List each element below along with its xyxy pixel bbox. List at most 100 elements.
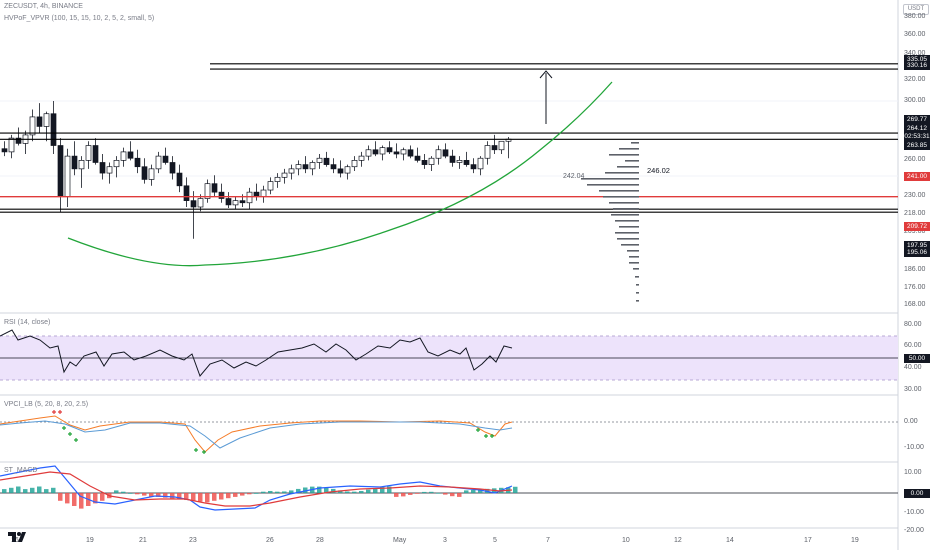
candle-body xyxy=(239,200,246,204)
vp-bar xyxy=(629,256,639,258)
macd-hist-bar xyxy=(338,490,343,493)
candle-body xyxy=(246,191,253,204)
horizontal-levels[interactable] xyxy=(0,63,898,213)
price-tag: 209.72 xyxy=(904,222,930,231)
vp-bar xyxy=(587,184,639,186)
candle-body xyxy=(127,151,134,159)
candle-body xyxy=(463,160,470,165)
candle-body xyxy=(253,191,260,197)
vp-bar xyxy=(619,148,639,150)
macd-hist-bar xyxy=(233,493,238,497)
candle-body xyxy=(176,172,183,187)
macd-hist-bar xyxy=(44,489,49,493)
macd-hist-bar xyxy=(275,491,280,493)
candle-body xyxy=(71,155,78,170)
price-tag: 263.85 xyxy=(904,141,930,150)
vpci-buy-marker xyxy=(62,426,66,430)
time-tick-label: 3 xyxy=(443,537,447,544)
vp-bar xyxy=(603,196,639,198)
vp-bar xyxy=(613,208,639,210)
candle-body xyxy=(113,160,120,168)
macd-title[interactable]: ST_MACD xyxy=(4,467,38,474)
macd-hist-bar xyxy=(471,489,476,493)
macd-hist-bar xyxy=(226,493,231,499)
macd-hist-bar xyxy=(296,488,301,493)
candle-body xyxy=(281,172,288,178)
currency-badge[interactable]: USDT xyxy=(903,4,929,15)
price-tick-label: 218.00 xyxy=(904,210,926,217)
price-tick-label: 209.00 xyxy=(904,228,926,235)
candle-body xyxy=(64,155,71,197)
macd-tick-label: -10.00 xyxy=(904,509,924,516)
candle-body xyxy=(260,189,267,197)
vp-bar xyxy=(605,172,639,174)
vp-bar xyxy=(621,244,639,246)
vp-bar xyxy=(615,220,639,222)
time-tick-label: May xyxy=(393,537,407,544)
macd-hist-bar xyxy=(352,491,357,493)
tradingview-logo-icon[interactable] xyxy=(6,530,28,544)
macd-hist-bar xyxy=(100,493,105,501)
macd-hist-bar xyxy=(254,493,259,494)
price-tick-label: 320.00 xyxy=(904,76,926,83)
candle-body xyxy=(407,149,414,157)
macd-hist-bar xyxy=(261,491,266,493)
candle-body xyxy=(393,151,400,155)
vp-bar xyxy=(609,202,639,204)
indicator-title[interactable]: HVPoF_VPVR (100, 15, 15, 10, 2, 5, 2, sm… xyxy=(4,15,155,22)
time-tick-label: 21 xyxy=(139,537,147,544)
vpci-sell-marker xyxy=(58,410,62,414)
candle-body xyxy=(92,145,99,163)
candle-body xyxy=(190,200,197,208)
candle-body xyxy=(155,155,162,170)
macd-hist-bar xyxy=(373,488,378,493)
candle-body xyxy=(267,181,274,191)
candle-body xyxy=(442,149,449,157)
candle-body xyxy=(379,147,386,155)
time-tick-label: 26 xyxy=(266,537,274,544)
rsi-title[interactable]: RSI (14, close) xyxy=(4,319,51,326)
time-tick-label: 12 xyxy=(674,537,682,544)
vp-bar xyxy=(631,142,639,144)
macd-hist-bar xyxy=(415,493,420,494)
candle-body xyxy=(50,113,57,146)
candle-body xyxy=(323,157,330,165)
vp-bar xyxy=(635,276,639,278)
macd-hist-bar xyxy=(359,490,364,493)
time-tick-label: 28 xyxy=(316,537,324,544)
candle-body xyxy=(365,149,372,157)
macd-hist-bar xyxy=(436,492,441,494)
candle-body xyxy=(351,160,358,168)
vp-bar xyxy=(627,250,639,252)
vp-bar xyxy=(599,190,639,192)
symbol-title[interactable]: ZECUSDT, 4h, BINANCE xyxy=(4,3,83,10)
parabolic-curve[interactable] xyxy=(67,81,613,267)
candle-body xyxy=(358,155,365,161)
price-tick-label: 176.00 xyxy=(904,284,926,291)
candle-body xyxy=(386,147,393,153)
vpci-title[interactable]: VPCI_LB (5, 20, 8, 20, 2.5) xyxy=(4,401,89,408)
candle-body xyxy=(477,157,484,170)
price-tag: 195.06 xyxy=(904,248,930,257)
time-tick-label: 5 xyxy=(493,537,497,544)
vpci-buy-marker xyxy=(68,432,72,436)
macd-hist-bar xyxy=(422,491,427,493)
candle-body xyxy=(456,160,463,163)
vp-bar xyxy=(617,238,639,240)
macd-hist-bar xyxy=(121,491,126,493)
price-tag: 264.12 xyxy=(904,124,930,133)
price-tick-label: 380.00 xyxy=(904,13,926,20)
macd-hist-bar xyxy=(289,490,294,493)
macd-hist-bar xyxy=(303,487,308,493)
candle-body xyxy=(211,183,218,193)
macd-hist-bar xyxy=(443,493,448,495)
candle-body xyxy=(421,160,428,165)
price-tag: 330.16 xyxy=(904,61,930,70)
rsi-tick-label: 80.00 xyxy=(904,321,922,328)
candle-body xyxy=(316,157,323,163)
candle-body xyxy=(197,198,204,208)
candle-body xyxy=(484,145,491,159)
price-tick-label: 300.00 xyxy=(904,97,926,104)
macd-hist-bar xyxy=(142,493,147,496)
